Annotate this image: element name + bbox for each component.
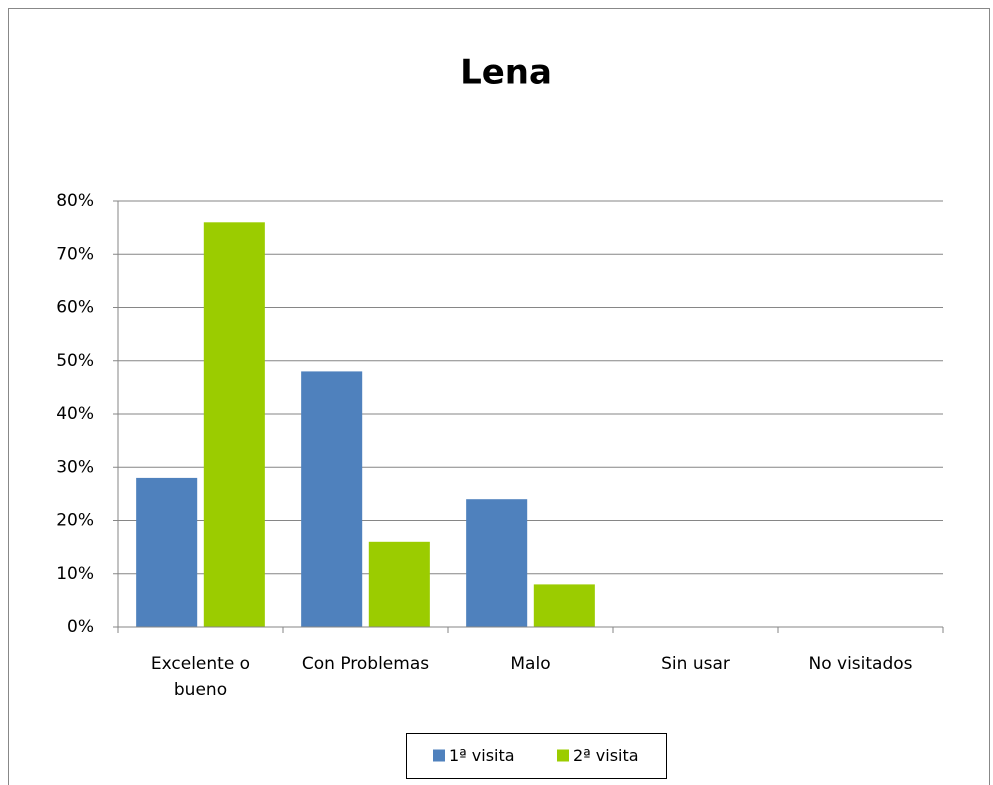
y-tick-label: 20%: [56, 511, 94, 531]
legend-box: [406, 733, 667, 779]
legend-label: 1ª visita: [449, 746, 515, 765]
x-tick-label: Malo: [510, 654, 551, 674]
chart-title: Lena: [460, 53, 552, 93]
y-tick-label: 30%: [56, 457, 94, 477]
bar: [203, 222, 265, 628]
legend-swatch: [557, 749, 569, 762]
x-tick-label: Excelente o bueno: [150, 654, 251, 700]
x-tick-label: Con Problemas: [301, 654, 430, 674]
y-tick-label: 60%: [56, 298, 94, 318]
y-tick-label: 40%: [56, 404, 94, 424]
bar: [301, 371, 363, 627]
y-tick-label: 80%: [56, 191, 94, 211]
x-tick-label: Sin usar: [661, 654, 730, 674]
y-tick-label: 70%: [56, 244, 94, 264]
y-tick-label: 0%: [67, 617, 94, 637]
legend-label: 2ª visita: [573, 746, 639, 765]
bar: [368, 541, 430, 627]
chart-frame: [8, 8, 990, 785]
legend-swatch: [433, 749, 445, 762]
bar: [466, 499, 528, 627]
bar: [533, 584, 595, 627]
bar: [136, 477, 198, 627]
y-tick-label: 10%: [56, 564, 94, 584]
y-tick-label: 50%: [56, 351, 94, 371]
x-tick-label: No visitados: [808, 654, 913, 674]
